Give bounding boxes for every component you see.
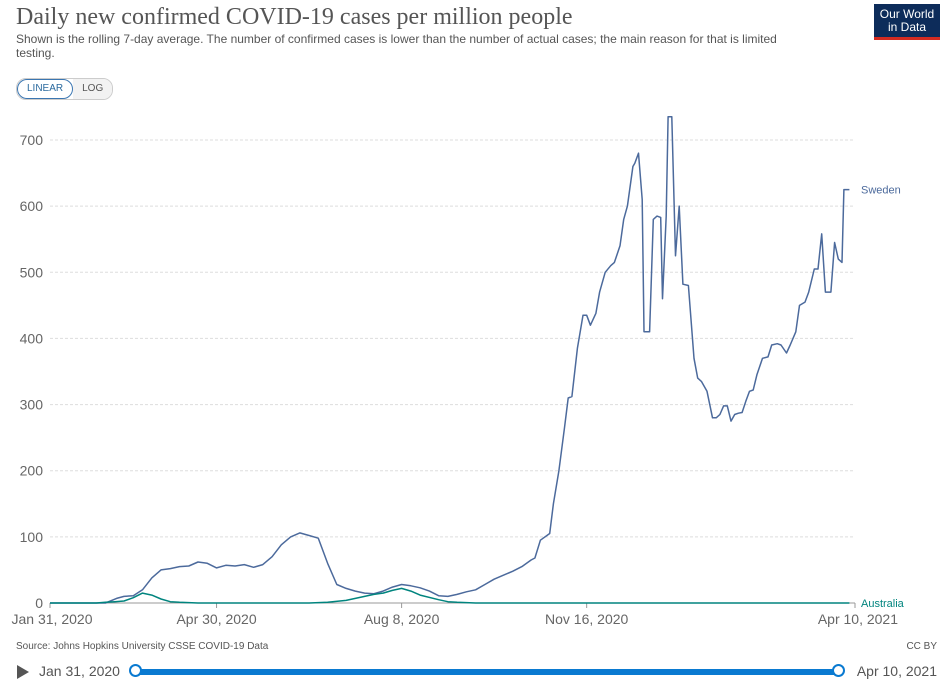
series-line-sweden[interactable] (50, 116, 850, 604)
y-tick-label: 200 (20, 463, 44, 479)
y-tick-label: 500 (20, 264, 44, 280)
owid-logo[interactable]: Our World in Data (874, 4, 940, 40)
x-tick-label: Jan 31, 2020 (12, 611, 93, 627)
timeline-track[interactable] (136, 669, 839, 675)
series-label-australia[interactable]: Australia (861, 598, 905, 610)
timeline: Jan 31, 2020 Apr 10, 2021 (0, 660, 951, 684)
scale-toggle: LINEAR LOG (16, 78, 114, 100)
timeline-start-label: Jan 31, 2020 (39, 663, 120, 679)
line-chart: 0 100 200 300 400 500 600 700 Jan 31, 2020 Apr 3… (12, 116, 905, 627)
linear-scale-button[interactable]: LINEAR (17, 79, 74, 99)
chart-title: Daily new confirmed COVID-19 cases per m… (16, 4, 573, 30)
y-tick-label: 100 (20, 529, 44, 545)
x-tick-label: Apr 30, 2020 (176, 611, 256, 627)
logo-accent-bar (874, 37, 940, 40)
y-tick-label: 300 (20, 397, 44, 413)
timeline-start-handle[interactable] (129, 664, 142, 677)
logo-line-1: Our World (879, 7, 935, 21)
logo-line-2: in Data (887, 20, 927, 34)
chart-subtitle: Shown is the rolling 7-day average. The … (16, 32, 777, 60)
series-line-australia[interactable] (50, 587, 850, 604)
log-scale-button[interactable]: LOG (73, 79, 113, 99)
x-tick-label: Aug 8, 2020 (364, 611, 440, 627)
license-link[interactable]: CC BY (906, 641, 937, 652)
timeline-end-label: Apr 10, 2021 (856, 663, 937, 679)
timeline-end-handle[interactable] (832, 664, 845, 677)
source-note: Source: Johns Hopkins University CSSE CO… (16, 641, 269, 652)
y-tick-label: 700 (20, 132, 44, 148)
y-tick-label: 400 (20, 330, 44, 346)
play-icon[interactable] (17, 665, 29, 679)
y-tick-label: 0 (35, 595, 43, 611)
y-tick-label: 600 (20, 198, 44, 214)
x-tick-label: Apr 10, 2021 (818, 611, 898, 627)
x-tick-label: Nov 16, 2020 (545, 611, 628, 627)
series-label-sweden[interactable]: Sweden (861, 185, 901, 197)
